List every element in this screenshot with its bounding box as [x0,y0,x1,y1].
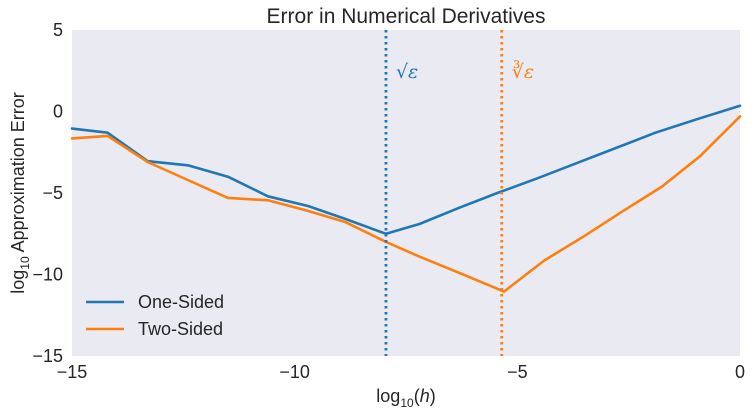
y-axis-label-prefix: log [8,270,28,294]
x-tick-label: −5 [507,362,528,382]
series-lines [70,104,742,293]
vline-label-sqrt-eps: √ε [396,61,418,83]
x-axis-label-subscript: 10 [400,396,414,410]
y-tick-label: 5 [53,20,63,40]
y-tick-label: −15 [32,346,63,366]
reference-lines: √ε ∛ε [384,30,534,356]
chart-title: Error in Numerical Derivatives [267,5,546,28]
series-line-two-sided [70,115,742,293]
y-axis-label-subscript: 10 [18,256,32,270]
legend-label-two-sided: Two-Sided [138,319,223,339]
x-tick-label: −15 [57,362,88,382]
x-tick-label: 0 [735,362,745,382]
y-axis-label: log10 Approximation Error [8,92,32,293]
series-line-one-sided [70,104,742,236]
plot-area [72,30,740,356]
x-axis-label-prefix: log [376,386,400,406]
y-tick-label: −5 [42,183,63,203]
x-tick-label: −10 [279,362,310,382]
vline-label-cbrt-eps: ∛ε [512,60,534,83]
y-tick-label: −10 [32,265,63,285]
y-axis-label-suffix: Approximation Error [8,92,28,256]
legend-label-one-sided: One-Sided [138,292,224,312]
tick-labels: −15 −10 −5 0 −15 −10 −5 0 5 [32,20,745,382]
x-axis-label-variable: h [420,386,430,406]
x-axis-label: log10(h) [376,386,435,410]
y-tick-label: 0 [53,102,63,122]
legend: One-Sided Two-Sided [86,292,224,339]
